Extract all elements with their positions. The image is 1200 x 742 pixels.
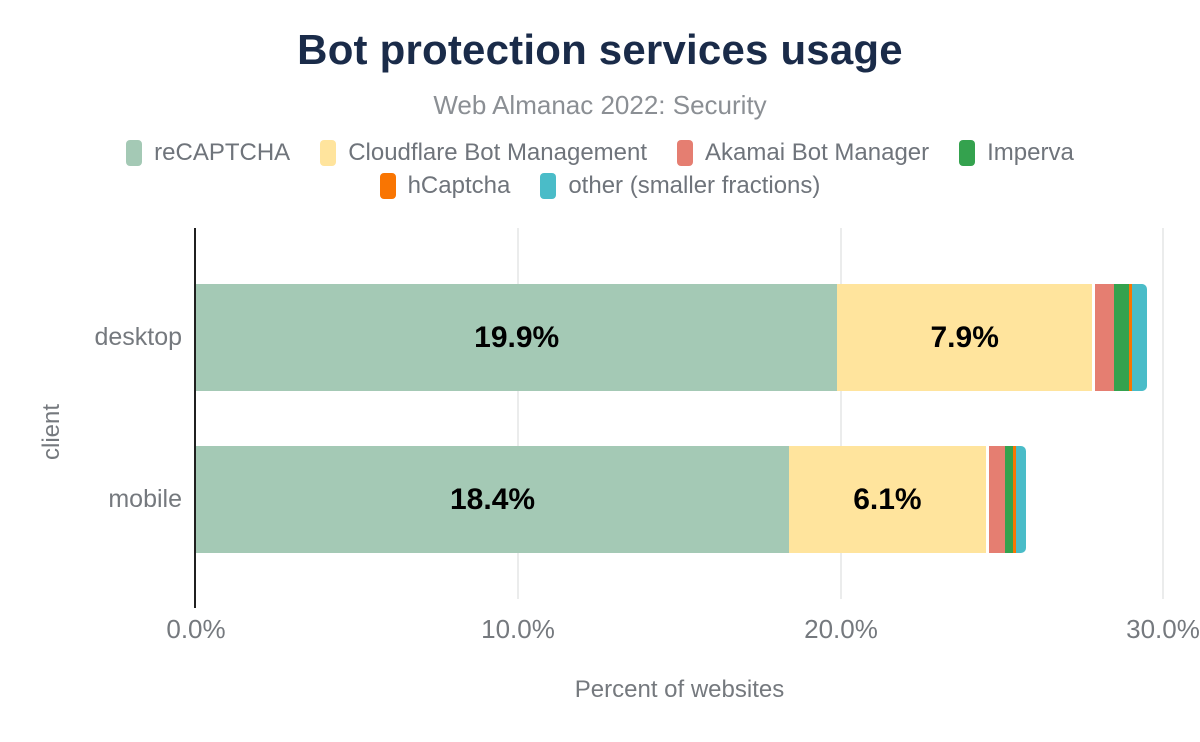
legend-label: hCaptcha <box>407 172 511 199</box>
x-axis-title: Percent of websites <box>574 676 785 703</box>
bar-segment-desktop-imperva[interactable] <box>1114 284 1129 391</box>
x-tick-label: 30.0% <box>1126 614 1200 644</box>
bar-value-label: 7.9% <box>930 320 999 354</box>
x-axis-ticks: 0.0% 10.0% 20.0% 30.0% <box>0 614 1200 646</box>
bar-segment-desktop-cloudflare-bot-management[interactable]: 7.9% <box>837 284 1092 391</box>
y-category-label-mobile: mobile <box>108 485 182 513</box>
legend-swatch <box>540 173 557 199</box>
bar-segment-desktop-recaptcha[interactable]: 19.9% <box>196 284 838 391</box>
bar-segment-desktop-hcaptcha[interactable] <box>1128 284 1133 391</box>
legend: reCAPTCHA Cloudflare Bot Management Akamai… <box>0 139 1200 200</box>
bar-segment-mobile-other-smaller-fractions[interactable] <box>1016 446 1026 553</box>
bar-segment-desktop-akamai-bot-manager[interactable] <box>1095 284 1115 391</box>
bar-mobile: 18.4% 6.1% <box>196 446 1163 553</box>
gridline <box>1162 228 1164 599</box>
y-axis-line <box>194 228 196 608</box>
bar-value-label: 18.4% <box>450 482 536 516</box>
legend-label: reCAPTCHA <box>154 139 291 166</box>
legend-item-hcaptcha: hCaptcha <box>379 172 511 200</box>
legend-swatch <box>126 140 143 166</box>
legend-item-akamai-bot-manager: Akamai Bot Manager <box>677 139 929 167</box>
legend-item-recaptcha: reCAPTCHA <box>126 139 290 167</box>
chart-title: Bot protection services usage <box>297 26 903 73</box>
legend-item-cloudflare-bot-management: Cloudflare Bot Management <box>320 139 647 167</box>
bar-segment-mobile-imperva[interactable] <box>1004 446 1013 553</box>
legend-label: Imperva <box>987 139 1074 166</box>
legend-label: Cloudflare Bot Management <box>348 139 648 166</box>
bar-segment-mobile-akamai-bot-manager[interactable] <box>988 446 1005 553</box>
bar-value-label: 19.9% <box>474 320 560 354</box>
bar-segment-mobile-recaptcha[interactable]: 18.4% <box>196 446 790 553</box>
legend-item-other-smaller-fractions: other (smaller fractions) <box>540 172 820 200</box>
bar-value-label: 6.1% <box>853 482 922 516</box>
bar-segment-mobile-cloudflare-bot-management[interactable]: 6.1% <box>789 446 986 553</box>
x-tick-label: 20.0% <box>804 614 878 644</box>
gridline <box>840 228 842 599</box>
legend-swatch <box>959 140 976 166</box>
legend-label: Akamai Bot Manager <box>705 139 930 166</box>
bar-desktop: 19.9% 7.9% <box>196 284 1163 391</box>
x-tick-label: 10.0% <box>481 614 555 644</box>
y-category-label-desktop: desktop <box>94 323 182 351</box>
legend-row: hCaptcha other (smaller fractions) <box>379 172 820 200</box>
legend-swatch <box>320 140 337 166</box>
gridline <box>517 228 519 599</box>
chart-subtitle: Web Almanac 2022: Security <box>433 90 767 120</box>
legend-row: reCAPTCHA Cloudflare Bot Management Akamai… <box>126 139 1074 167</box>
legend-swatch <box>379 173 396 199</box>
bar-segment-mobile-hcaptcha[interactable] <box>1012 446 1017 553</box>
bar-segment-desktop-other-smaller-fractions[interactable] <box>1132 284 1147 391</box>
legend-swatch <box>677 140 694 166</box>
plot-area: 19.9% 7.9% 18.4% 6.1% <box>196 228 1164 599</box>
legend-item-imperva: Imperva <box>959 139 1074 167</box>
legend-label: other (smaller fractions) <box>568 172 821 199</box>
x-tick-label: 0.0% <box>166 614 226 644</box>
